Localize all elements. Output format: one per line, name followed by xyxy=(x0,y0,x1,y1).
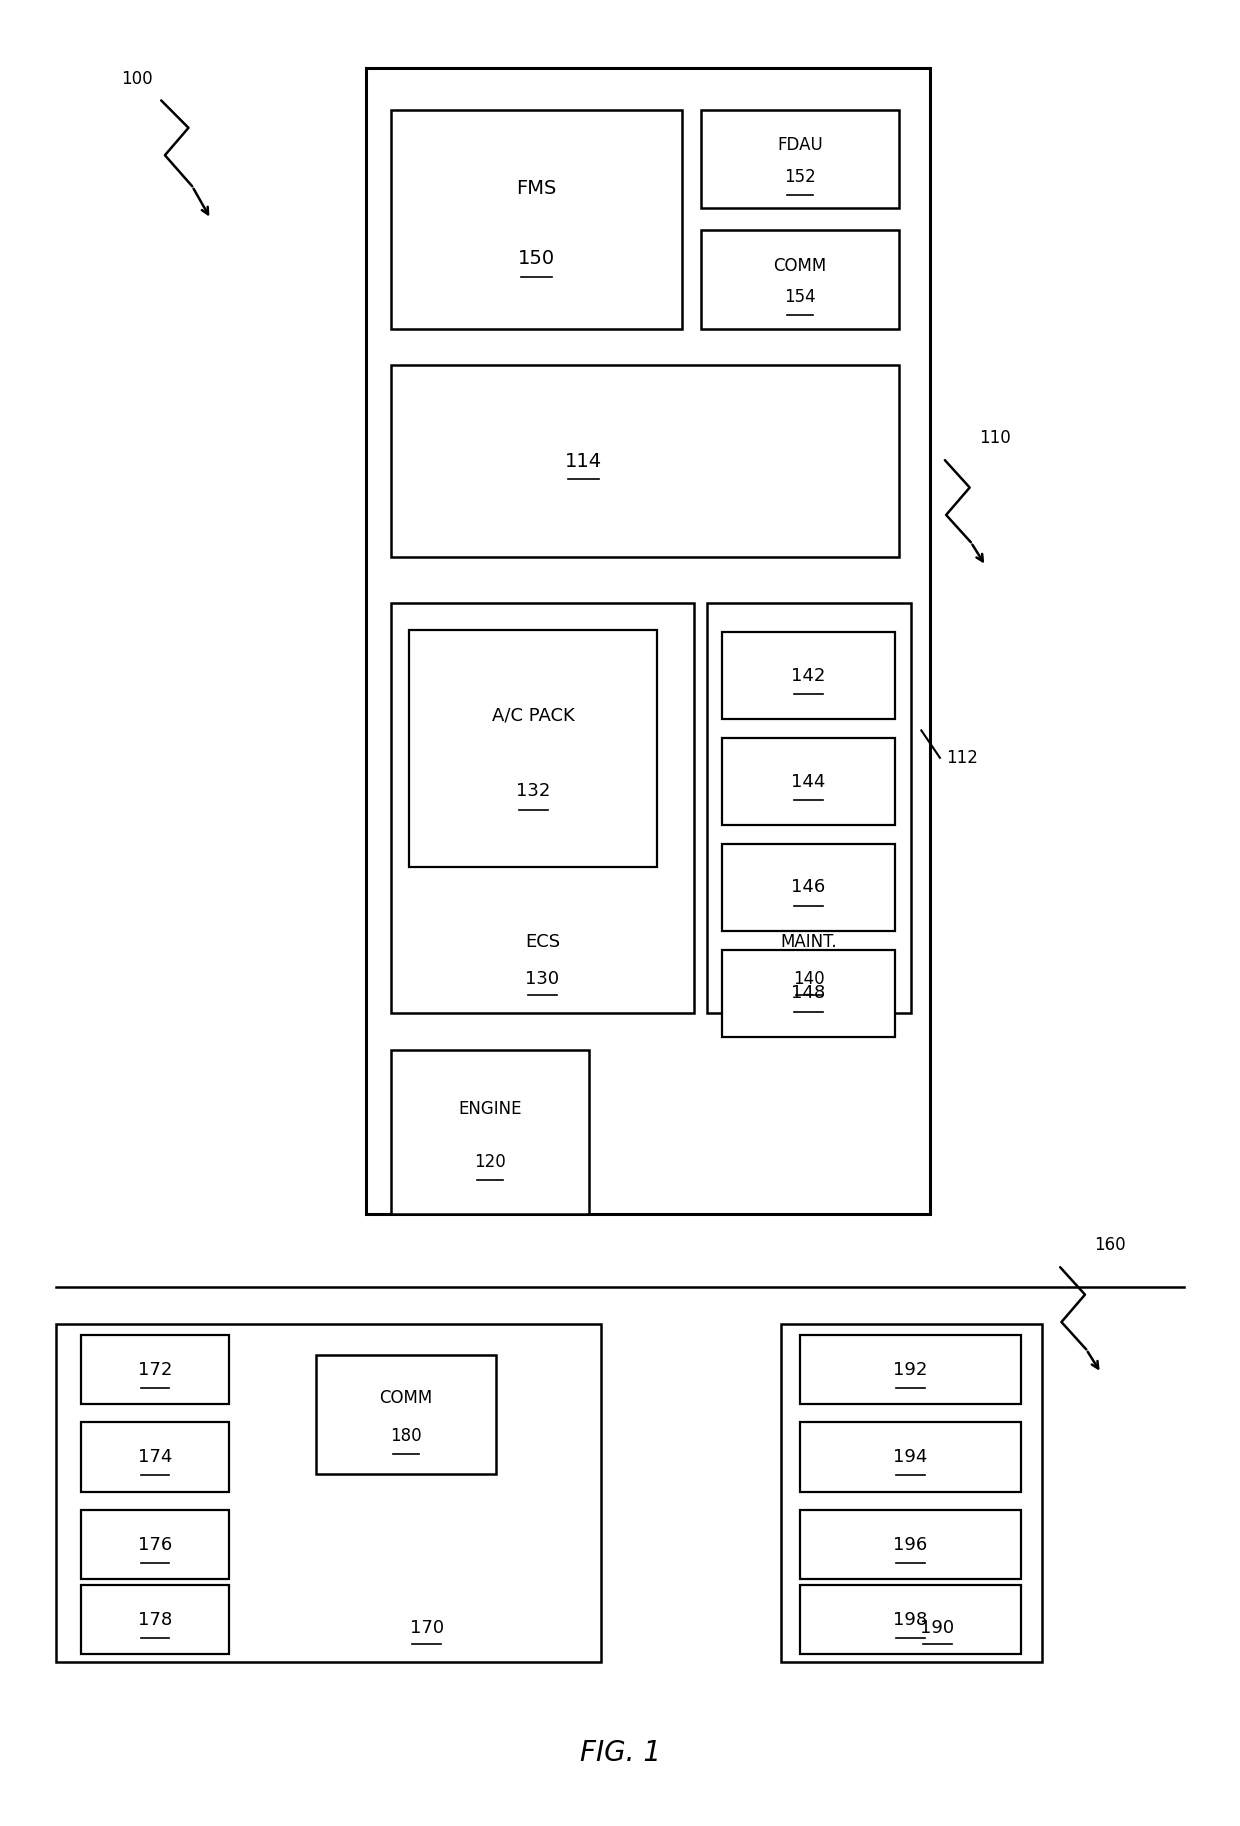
Bar xyxy=(56,1324,601,1662)
Bar xyxy=(722,844,895,931)
Text: 148: 148 xyxy=(791,984,826,1002)
Text: 194: 194 xyxy=(893,1448,928,1466)
Bar xyxy=(391,365,899,557)
Bar xyxy=(391,1050,589,1214)
Text: ENGINE: ENGINE xyxy=(458,1099,522,1118)
Bar xyxy=(391,110,682,329)
Bar xyxy=(366,68,930,1214)
Text: FDAU: FDAU xyxy=(777,137,822,153)
Text: 180: 180 xyxy=(391,1426,422,1444)
Bar xyxy=(701,230,899,329)
Text: COMM: COMM xyxy=(774,257,826,274)
Text: 192: 192 xyxy=(893,1360,928,1379)
Text: A/C PACK: A/C PACK xyxy=(492,707,574,725)
Bar xyxy=(722,632,895,719)
Text: 114: 114 xyxy=(565,451,603,471)
Bar xyxy=(81,1510,229,1579)
Text: 150: 150 xyxy=(518,248,554,268)
Text: 198: 198 xyxy=(893,1611,928,1629)
Text: 178: 178 xyxy=(138,1611,172,1629)
Bar xyxy=(722,738,895,825)
Text: COMM: COMM xyxy=(379,1388,433,1406)
Text: 152: 152 xyxy=(784,168,816,186)
Text: 142: 142 xyxy=(791,666,826,685)
Bar xyxy=(781,1324,1042,1662)
Text: 110: 110 xyxy=(980,429,1012,447)
Bar xyxy=(701,110,899,208)
Text: 112: 112 xyxy=(946,749,978,767)
Bar xyxy=(722,950,895,1037)
Text: 176: 176 xyxy=(138,1536,172,1554)
Text: 140: 140 xyxy=(794,970,825,988)
Bar xyxy=(409,630,657,867)
Text: 132: 132 xyxy=(516,782,551,800)
Bar xyxy=(316,1355,496,1474)
Text: FMS: FMS xyxy=(516,179,557,197)
Bar xyxy=(800,1585,1021,1654)
Bar xyxy=(800,1510,1021,1579)
Text: MAINT.: MAINT. xyxy=(781,933,837,951)
Text: FIG. 1: FIG. 1 xyxy=(579,1738,661,1768)
Bar xyxy=(800,1335,1021,1404)
Text: 144: 144 xyxy=(791,772,826,791)
Bar xyxy=(800,1422,1021,1492)
Text: 174: 174 xyxy=(138,1448,172,1466)
Text: 130: 130 xyxy=(526,970,559,988)
Text: 190: 190 xyxy=(920,1620,955,1636)
Bar xyxy=(391,603,694,1013)
Text: 172: 172 xyxy=(138,1360,172,1379)
Text: 120: 120 xyxy=(474,1152,506,1170)
Bar xyxy=(81,1422,229,1492)
Text: 196: 196 xyxy=(893,1536,928,1554)
Text: ECS: ECS xyxy=(525,933,560,951)
Text: 146: 146 xyxy=(791,878,826,897)
Text: 170: 170 xyxy=(409,1620,444,1636)
Text: 100: 100 xyxy=(122,69,154,88)
Text: 154: 154 xyxy=(784,289,816,307)
Bar xyxy=(81,1335,229,1404)
Bar xyxy=(81,1585,229,1654)
Text: 160: 160 xyxy=(1094,1236,1126,1254)
Bar xyxy=(707,603,911,1013)
